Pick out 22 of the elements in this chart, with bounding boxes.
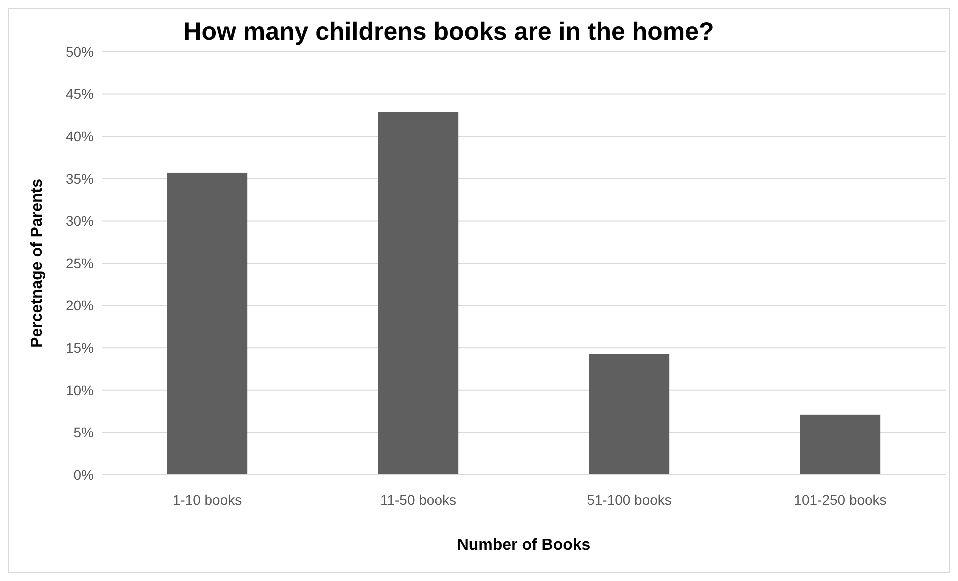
y-tick-label: 45% <box>66 86 94 102</box>
y-tick-label: 30% <box>66 213 94 230</box>
y-tick-label: 10% <box>66 382 94 398</box>
bar <box>589 354 670 475</box>
x-tick-label: 11-50 books <box>380 492 457 508</box>
bar <box>378 112 459 475</box>
y-tick-label: 15% <box>66 340 94 356</box>
chart-title: How many childrens books are in the home? <box>184 18 714 46</box>
x-tick-label: 1-10 books <box>172 492 242 508</box>
y-tick-label: 50% <box>66 44 94 60</box>
y-tick-label: 20% <box>66 298 94 314</box>
x-tick-label: 101-250 books <box>794 492 887 508</box>
bar <box>800 414 881 475</box>
x-axis-title: Number of Books <box>457 537 591 554</box>
y-tick-label: 0% <box>74 466 94 483</box>
y-tick-label: 40% <box>66 128 94 144</box>
y-tick-label: 35% <box>66 170 94 187</box>
x-tick-label: 51-100 books <box>587 492 672 508</box>
y-tick-label: 5% <box>74 424 94 441</box>
y-axis-title: Percetnage of Parents <box>29 178 46 348</box>
bar <box>167 172 248 475</box>
y-tick-label: 25% <box>66 255 94 272</box>
